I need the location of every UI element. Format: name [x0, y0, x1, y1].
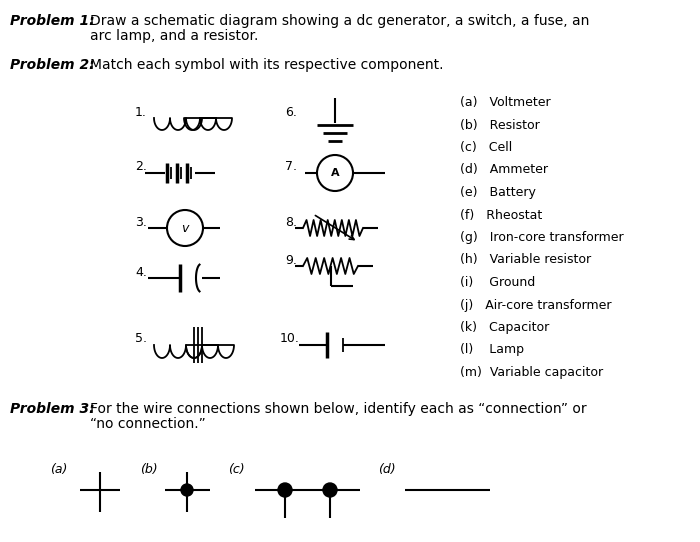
Text: v: v — [181, 222, 189, 235]
Text: (a): (a) — [50, 463, 67, 476]
Circle shape — [181, 484, 193, 496]
Text: 9.: 9. — [285, 254, 297, 267]
Text: (c): (c) — [228, 463, 244, 476]
Text: (g)   Iron-core transformer: (g) Iron-core transformer — [460, 231, 624, 244]
Text: Problem 3:: Problem 3: — [10, 402, 94, 416]
Text: 4.: 4. — [135, 266, 147, 279]
Text: 3.: 3. — [135, 216, 147, 229]
Text: (k)   Capacitor: (k) Capacitor — [460, 321, 550, 334]
Text: 7.: 7. — [285, 160, 297, 173]
Text: (b)   Resistor: (b) Resistor — [460, 119, 540, 132]
Text: For the wire connections shown below, identify each as “connection” or: For the wire connections shown below, id… — [90, 402, 587, 416]
Text: arc lamp, and a resistor.: arc lamp, and a resistor. — [90, 29, 258, 43]
Text: (c)   Cell: (c) Cell — [460, 141, 512, 154]
Text: A: A — [330, 168, 340, 178]
Circle shape — [278, 483, 292, 497]
Text: 2.: 2. — [135, 160, 147, 173]
Text: Problem 2:: Problem 2: — [10, 58, 94, 72]
Text: “no connection.”: “no connection.” — [90, 417, 206, 431]
Text: (f)   Rheostat: (f) Rheostat — [460, 209, 542, 222]
Text: 10.: 10. — [280, 332, 300, 345]
Text: (m)  Variable capacitor: (m) Variable capacitor — [460, 366, 603, 379]
Text: Problem 1:: Problem 1: — [10, 14, 94, 28]
Text: 1.: 1. — [135, 106, 147, 119]
Text: (h)   Variable resistor: (h) Variable resistor — [460, 254, 591, 267]
Text: (l)    Lamp: (l) Lamp — [460, 344, 524, 357]
Text: (a)   Voltmeter: (a) Voltmeter — [460, 96, 551, 109]
Text: Match each symbol with its respective component.: Match each symbol with its respective co… — [90, 58, 444, 72]
Text: Draw a schematic diagram showing a dc generator, a switch, a fuse, an: Draw a schematic diagram showing a dc ge… — [90, 14, 589, 28]
Text: 6.: 6. — [285, 106, 297, 119]
Text: (j)   Air-core transformer: (j) Air-core transformer — [460, 299, 612, 312]
Text: (d)   Ammeter: (d) Ammeter — [460, 164, 548, 177]
Text: 8.: 8. — [285, 216, 297, 229]
Text: (b): (b) — [140, 463, 158, 476]
Text: (i)    Ground: (i) Ground — [460, 276, 536, 289]
Text: (e)   Battery: (e) Battery — [460, 186, 536, 199]
Text: 5.: 5. — [135, 332, 147, 345]
Circle shape — [323, 483, 337, 497]
Text: (d): (d) — [378, 463, 395, 476]
